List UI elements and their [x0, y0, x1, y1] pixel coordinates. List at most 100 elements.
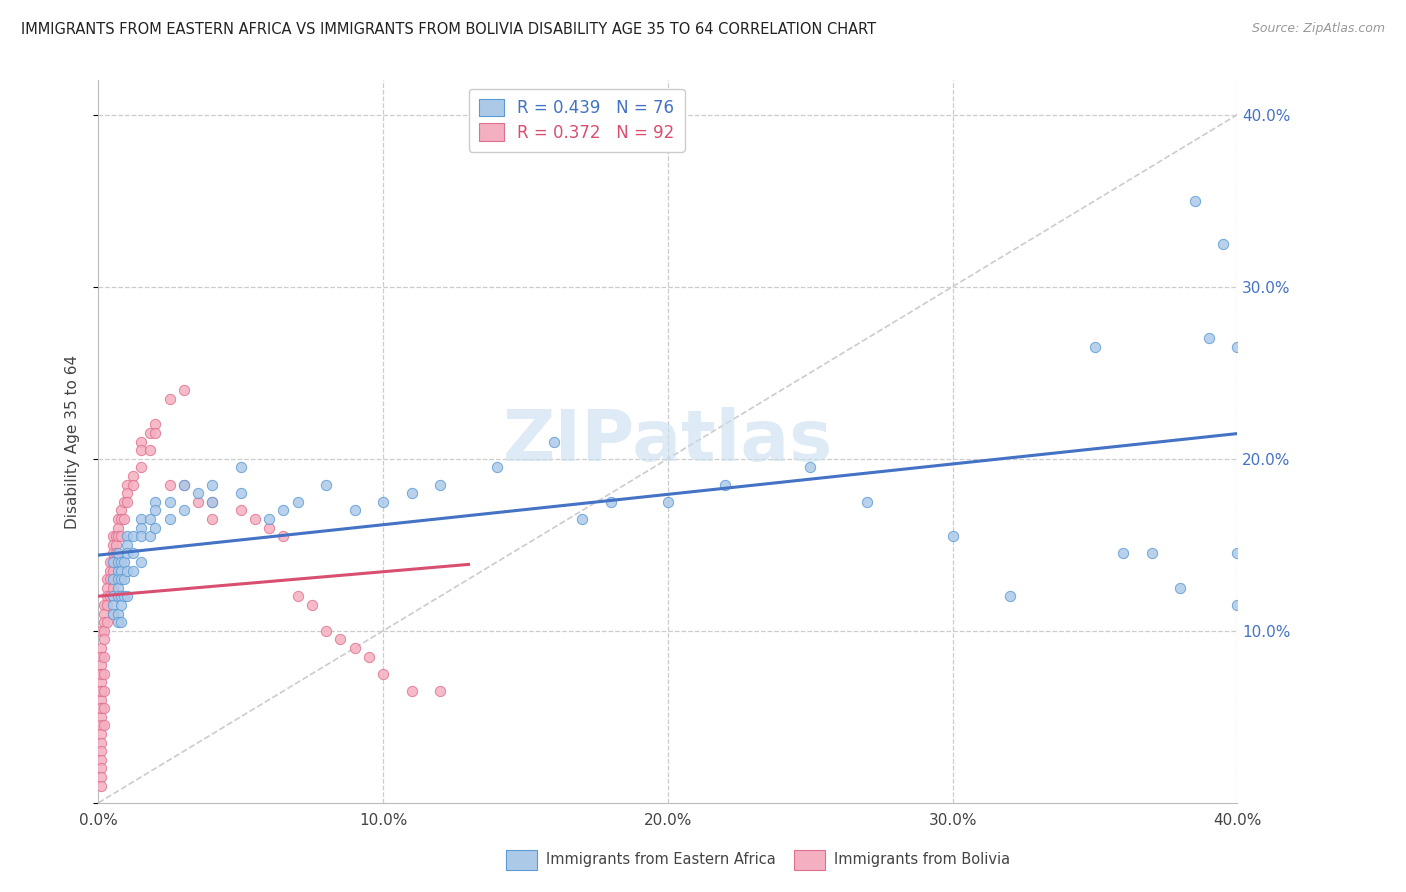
- Point: [90, 710, 112, 724]
- Point: [301, 598, 323, 612]
- Point: [96, 581, 118, 595]
- Point: [121, 529, 143, 543]
- Text: Immigrants from Bolivia: Immigrants from Bolivia: [834, 853, 1010, 867]
- Point: [173, 477, 195, 491]
- Point: [90, 649, 112, 664]
- Point: [90, 640, 112, 655]
- Point: [1170, 581, 1192, 595]
- Point: [173, 383, 195, 397]
- Legend: R = 0.439   N = 76, R = 0.372   N = 92: R = 0.439 N = 76, R = 0.372 N = 92: [470, 88, 685, 152]
- Point: [145, 494, 167, 508]
- Point: [287, 494, 309, 508]
- Point: [273, 503, 295, 517]
- Point: [96, 572, 118, 586]
- Point: [429, 477, 451, 491]
- Point: [90, 779, 112, 793]
- Point: [115, 590, 138, 604]
- Point: [93, 615, 115, 630]
- Point: [115, 546, 138, 560]
- Point: [799, 460, 821, 475]
- Point: [93, 624, 115, 638]
- Point: [112, 512, 135, 526]
- Point: [90, 753, 112, 767]
- Point: [942, 529, 965, 543]
- Point: [93, 684, 115, 698]
- Point: [101, 572, 124, 586]
- Point: [90, 735, 112, 749]
- Point: [714, 477, 737, 491]
- Point: [129, 555, 152, 569]
- Point: [129, 443, 152, 458]
- Point: [90, 701, 112, 715]
- Point: [121, 546, 143, 560]
- Point: [90, 624, 112, 638]
- Point: [96, 615, 118, 630]
- Point: [187, 494, 209, 508]
- Point: [159, 477, 181, 491]
- Point: [101, 607, 124, 621]
- Point: [107, 555, 129, 569]
- Point: [173, 503, 195, 517]
- Point: [101, 555, 124, 569]
- Point: [138, 512, 160, 526]
- Point: [373, 494, 395, 508]
- Point: [138, 443, 160, 458]
- Point: [90, 675, 112, 690]
- Point: [90, 658, 112, 673]
- Point: [229, 486, 252, 500]
- Point: [112, 494, 135, 508]
- Point: [101, 538, 124, 552]
- Point: [1140, 546, 1163, 560]
- Point: [315, 477, 337, 491]
- Point: [373, 666, 395, 681]
- Point: [1112, 546, 1135, 560]
- Point: [343, 503, 366, 517]
- Point: [201, 494, 224, 508]
- Point: [110, 555, 132, 569]
- Point: [101, 607, 124, 621]
- Point: [1226, 340, 1249, 354]
- Point: [1226, 546, 1249, 560]
- Point: [429, 684, 451, 698]
- Point: [121, 564, 143, 578]
- Point: [110, 529, 132, 543]
- Point: [90, 684, 112, 698]
- Point: [96, 590, 118, 604]
- Point: [401, 486, 423, 500]
- Point: [96, 598, 118, 612]
- Point: [145, 417, 167, 432]
- Point: [107, 564, 129, 578]
- Point: [543, 434, 565, 449]
- Point: [98, 590, 121, 604]
- Point: [110, 615, 132, 630]
- Point: [93, 632, 115, 647]
- Point: [998, 590, 1021, 604]
- Point: [571, 512, 593, 526]
- Point: [104, 538, 127, 552]
- Point: [90, 666, 112, 681]
- Point: [138, 529, 160, 543]
- Point: [243, 512, 266, 526]
- Point: [101, 555, 124, 569]
- Point: [229, 503, 252, 517]
- Point: [657, 494, 679, 508]
- Point: [856, 494, 879, 508]
- Point: [93, 666, 115, 681]
- Point: [159, 494, 181, 508]
- Point: [343, 640, 366, 655]
- Point: [259, 512, 281, 526]
- Point: [329, 632, 352, 647]
- Point: [315, 624, 337, 638]
- Point: [1184, 194, 1206, 208]
- Point: [129, 529, 152, 543]
- Point: [1212, 236, 1234, 251]
- Point: [201, 477, 224, 491]
- Point: [107, 529, 129, 543]
- Point: [107, 520, 129, 534]
- Point: [98, 564, 121, 578]
- Point: [201, 512, 224, 526]
- Point: [98, 572, 121, 586]
- Point: [129, 520, 152, 534]
- Point: [201, 494, 224, 508]
- Point: [110, 503, 132, 517]
